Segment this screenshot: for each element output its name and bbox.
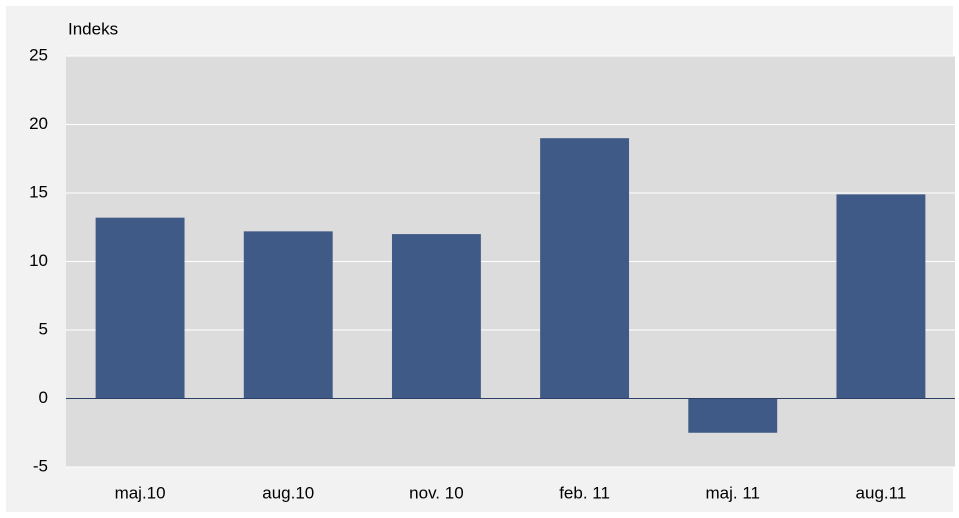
y-tick-label: 5 [39, 319, 48, 338]
bar [836, 194, 926, 399]
x-tick-label: feb. 11 [559, 483, 610, 502]
x-tick-label: maj. 11 [706, 483, 761, 502]
y-tick-label: -5 [33, 456, 48, 475]
bar [688, 398, 778, 433]
y-tick-label: 15 [29, 182, 48, 201]
x-tick-label: nov. 10 [409, 483, 464, 502]
bar [540, 138, 630, 399]
bar [391, 234, 481, 399]
x-tick-label: aug.10 [262, 483, 314, 502]
y-axis-label: Indeks [68, 19, 118, 38]
x-tick-label: aug.11 [856, 483, 907, 502]
y-tick-label: 20 [29, 114, 48, 133]
x-tick-label: maj.10 [115, 483, 166, 502]
y-tick-label: 10 [29, 251, 48, 270]
bar [95, 217, 185, 399]
bar [243, 231, 333, 399]
y-tick-label: 25 [29, 45, 48, 64]
y-tick-label: 0 [39, 388, 48, 407]
